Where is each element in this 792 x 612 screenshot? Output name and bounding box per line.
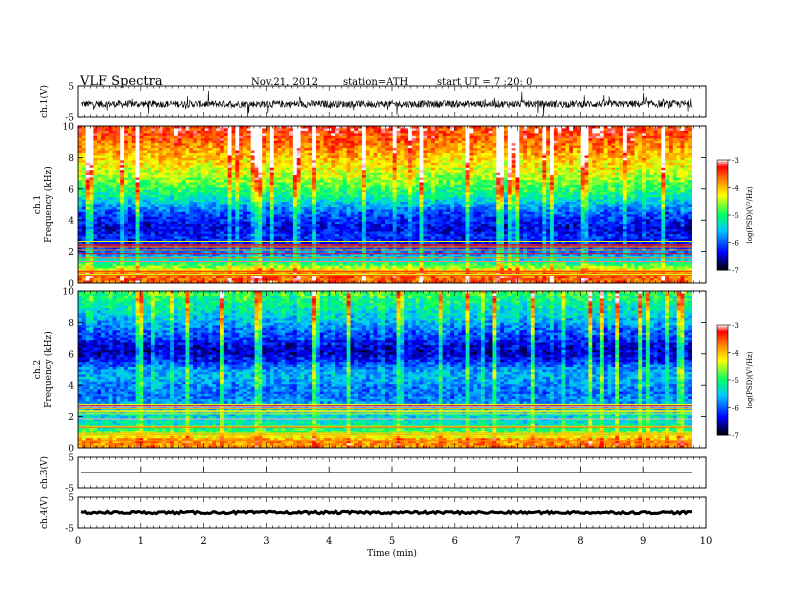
- spectrogram-ch1-colorbar: [717, 160, 728, 271]
- panel-ch1v-series-line: [80, 90, 693, 116]
- spectrogram-ch2-colorbar: [717, 325, 728, 436]
- panel-ch4v-ytick-label: -5: [65, 525, 74, 535]
- spectrogram-ch1-colorbar-label: log(PSD)(V²/Hz): [746, 186, 754, 243]
- panel-ch3v-ylabel: ch.3(V): [39, 456, 50, 489]
- x-axis-tick-label: 4: [326, 536, 332, 547]
- panel-ch1v-ytick-label: -5: [65, 114, 74, 124]
- x-axis-tick-label: 6: [452, 536, 458, 547]
- x-axis-tick-label: 9: [640, 536, 646, 547]
- x-axis-tick-label: 5: [389, 536, 395, 547]
- panel-ch1v-ylabel: ch.1(V): [39, 85, 50, 118]
- spectrogram-ch1-ylabel: Frequency (kHz): [43, 166, 54, 243]
- spectrogram-ch2-ytick-label: 10: [63, 288, 75, 298]
- x-axis-tick-label: 1: [138, 536, 144, 547]
- spectrogram-ch2-colorbar-tick-label: -3: [732, 322, 739, 330]
- panel-ch4v-series-line: [80, 509, 693, 516]
- spectrogram-ch2-empty-area: [692, 291, 706, 448]
- spectrogram-ch2-colorbar-tick-label: -7: [732, 432, 739, 440]
- x-axis-tick-label: 0: [75, 536, 81, 547]
- spectrogram-ch1-ytick-label: 0: [68, 280, 74, 290]
- x-axis-tick-label: 8: [577, 536, 583, 547]
- panel-ch1v-ytick-label: 5: [68, 83, 74, 93]
- panel-ch3v-ytick-label: -5: [65, 485, 74, 495]
- panel-ch4v-ytick-label: 5: [68, 494, 74, 504]
- panel-ch3v-ytick-label: 5: [68, 454, 74, 464]
- spectrogram-ch1-colorbar-tick-label: -7: [732, 267, 739, 275]
- x-axis-label: Time (min): [367, 548, 417, 559]
- spectrogram-ch2-colorbar-label: log(PSD)(V²/Hz): [746, 351, 754, 408]
- spectrogram-ch1-ytick-label: 8: [68, 154, 74, 164]
- spectrogram-ch2-colorbar-tick-label: -5: [732, 377, 739, 385]
- spectrogram-ch2-ytick-label: 0: [68, 445, 74, 455]
- spectrogram-ch1-colorbar-tick-label: -3: [732, 157, 739, 165]
- recording-date: Nov.21, 2012: [251, 77, 318, 88]
- spectrogram-ch2-colorbar-tick-label: -6: [732, 405, 739, 413]
- spectrogram-ch1-heatmap: [78, 126, 693, 284]
- spectrogram-ch1-colorbar-tick-label: -5: [732, 212, 739, 220]
- x-axis-tick-label: 10: [700, 536, 713, 547]
- spectrogram-ch2-ytick-label: 2: [68, 413, 74, 423]
- spectrogram-ch1-empty-area: [692, 126, 706, 283]
- x-axis-tick-label: 3: [263, 536, 269, 547]
- spectrogram-ch2-heatmap: [78, 291, 693, 449]
- spectrogram-ch1-colorbar-tick-label: -6: [732, 240, 739, 248]
- spectrogram-ch1-ytick-label: 10: [63, 123, 75, 133]
- spectrogram-ch2-ytick-label: 4: [68, 382, 74, 392]
- start-time-label: start UT = 7 :20: 0: [437, 77, 532, 88]
- station-label: station=ATH: [343, 77, 408, 88]
- x-axis-tick-label: 2: [200, 536, 206, 547]
- chart-title: VLF Spectra: [80, 74, 163, 89]
- spectrogram-ch2-ytick-label: 6: [68, 350, 74, 360]
- spectrogram-ch1-ytick-label: 2: [68, 248, 74, 258]
- spectrogram-ch1-colorbar-tick-label: -4: [732, 185, 739, 193]
- spectrogram-ch1-ytick-label: 6: [68, 185, 74, 195]
- spectrogram-ch2-ylabel: Frequency (kHz): [43, 331, 54, 408]
- x-axis-tick-label: 7: [514, 536, 520, 547]
- spectrogram-ch1-ylabel: ch.1: [33, 195, 43, 214]
- spectrogram-ch2-ytick-label: 8: [68, 319, 74, 329]
- spectrogram-ch2-colorbar-tick-label: -4: [732, 350, 739, 358]
- spectrogram-ch2-ylabel: ch.2: [33, 360, 43, 379]
- panel-ch4v-ylabel: ch.4(V): [39, 496, 50, 529]
- spectrogram-ch1-ytick-label: 4: [68, 217, 74, 227]
